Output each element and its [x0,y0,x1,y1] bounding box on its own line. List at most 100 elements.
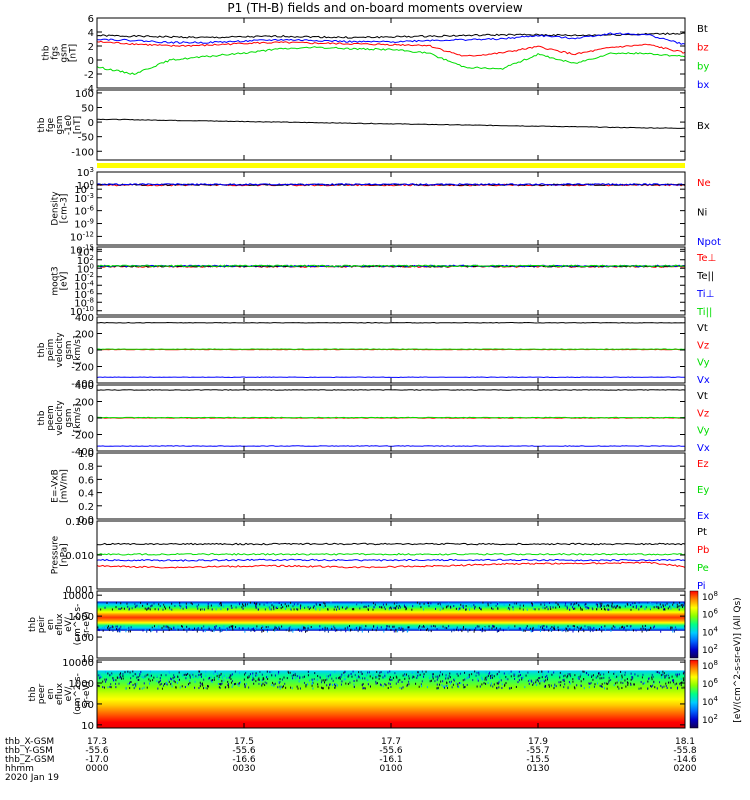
spectrogram-speckle [669,605,671,608]
spectrogram-speckle [508,625,510,628]
panel-3: NeNiNpot10310010-110-310-610-910-1210-15… [51,166,721,256]
spectrogram-speckle [241,606,243,609]
spectrogram-speckle [279,677,281,680]
spectrogram-speckle [377,625,379,628]
spectrogram-speckle [255,606,257,609]
spectrogram-speckle [577,676,579,679]
spectrogram-speckle [271,683,273,686]
spectrogram-speckle [258,679,260,682]
spectrogram-speckle [461,605,463,608]
spectrogram-speckle [198,687,200,690]
spectrogram-speckle [583,687,585,690]
spectrogram-speckle [462,683,464,686]
spectrogram-speckle [205,674,207,677]
spectrogram-speckle [140,601,142,604]
spectrogram-speckle [402,630,404,633]
spectrogram-speckle [107,672,109,675]
spectrogram-speckle [437,602,439,605]
spectrogram-speckle [384,683,386,686]
spectrogram-speckle [261,630,263,633]
spectrogram-speckle [185,672,187,675]
spectrogram-speckle [683,671,685,674]
spectrogram-speckle [297,628,299,631]
colorbar-tick-label: 104 [702,625,718,638]
spectrogram-speckle [668,673,670,676]
spectrogram-speckle [429,625,431,628]
spectrogram-speckle [502,629,504,632]
spectrogram-speckle [192,673,194,676]
spectrogram-speckle [389,683,391,686]
spectrogram-speckle [98,685,100,688]
spectrogram-speckle [408,675,410,678]
spectrogram-speckle [578,630,580,633]
spectrogram-speckle [314,672,316,675]
y-tick-label: 10-8 [74,296,94,309]
spectrogram-speckle [210,676,212,679]
spectrogram-speckle [273,683,275,686]
spectrogram-speckle [531,602,533,605]
spectrogram-speckle [670,627,672,630]
y-tick-label: 10-6 [74,288,94,301]
spectrogram-speckle [255,672,257,675]
spectrogram-speckle [533,602,535,605]
series-line-vy [96,416,686,419]
spectrogram-speckle [418,685,420,688]
spectrogram-speckle [664,675,666,678]
spectrogram-speckle [417,674,419,677]
spectrogram-speckle [208,685,210,688]
y-tick-label: 200 [75,330,94,341]
spectrogram-speckle [437,676,439,679]
spectrogram-speckle [334,686,336,689]
y-axis-label: thb [28,686,38,701]
spectrogram-speckle [641,630,643,633]
spectrogram-speckle [666,686,668,689]
spectrogram-speckle [664,676,666,679]
panel-frame [96,17,686,89]
spectrogram-speckle [397,679,399,682]
spectrogram-speckle [427,601,429,604]
spectrogram-speckle [481,683,483,686]
spectrogram-speckle [405,607,407,610]
spectrogram-speckle [604,682,606,685]
x-row-label: hhmm [5,764,34,774]
spectrogram-speckle [647,680,649,683]
spectrogram-speckle [186,673,188,676]
spectrogram-speckle [572,630,574,633]
spectrogram-speckle [449,672,451,675]
spectrogram-speckle [630,672,632,675]
spectrogram-speckle [353,608,355,611]
spectrogram-speckle [319,603,321,606]
spectrogram-speckle [132,670,134,673]
spectrogram-speckle [518,627,520,630]
spectrogram-speckle [605,629,607,632]
spectrogram-speckle [337,605,339,608]
spectrogram-speckle [128,630,130,633]
spectrogram-speckle [288,671,290,674]
spectrogram-speckle [661,676,663,679]
spectrogram-speckle [482,629,484,632]
spectrogram-speckle [412,675,414,678]
spectrogram-speckle [297,687,299,690]
spectrogram-speckle [404,673,406,676]
spectrogram-speckle [137,678,139,681]
spectrogram-speckle [169,608,171,611]
spectrogram-speckle [475,674,477,677]
spectrogram-speckle [217,678,219,681]
spectrogram-speckle [376,675,378,678]
spectrogram-speckle [446,681,448,684]
spectrogram-speckle [671,679,673,682]
spectrogram-speckle [357,630,359,633]
legend-entry: Vy [697,358,710,369]
spectrogram-speckle [174,681,176,684]
spectrogram-speckle [469,629,471,632]
spectrogram-speckle [164,683,166,686]
spectrogram-speckle [119,608,121,611]
spectrogram-speckle [279,680,281,683]
spectrogram-speckle [99,676,101,679]
spectrogram-speckle [479,685,481,688]
spectrogram-speckle [361,601,363,604]
spectrogram-speckle [444,686,446,689]
spectrogram-speckle [302,627,304,630]
